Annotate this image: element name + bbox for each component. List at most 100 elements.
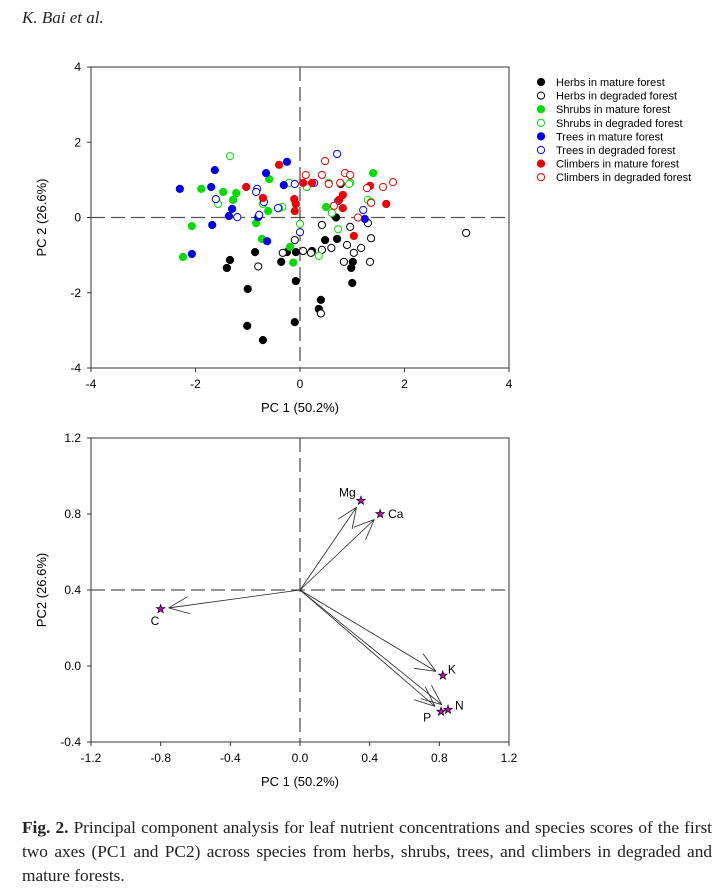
star-marker (155, 603, 166, 614)
legend-label: Trees in degraded forest (556, 145, 675, 157)
x-tick-label: -1.2 (81, 751, 102, 765)
y-tick-label: 4 (74, 60, 81, 74)
x-tick-label: 0.0 (292, 751, 309, 765)
data-point (317, 220, 327, 230)
x-tick-label: 1.2 (501, 751, 518, 765)
data-point (360, 214, 369, 224)
data-point (291, 248, 300, 257)
data-point (320, 235, 330, 245)
figure-caption: Fig. 2. Principal component analysis for… (22, 816, 712, 888)
loading-arrow (168, 589, 301, 609)
data-point (264, 207, 273, 216)
data-point (225, 255, 235, 265)
data-point (366, 234, 376, 243)
data-point (346, 170, 355, 180)
data-point (320, 156, 330, 166)
legend-marker (536, 118, 546, 127)
star-marker (442, 704, 454, 715)
vector-label: C (151, 614, 160, 628)
data-point (339, 257, 348, 266)
data-point (255, 210, 264, 219)
data-point (211, 194, 220, 204)
data-point (345, 179, 354, 189)
arrow-head (365, 519, 375, 540)
data-point (278, 248, 287, 257)
legend-marker (536, 159, 546, 168)
legend-label: Shrubs in degraded forest (556, 118, 683, 130)
data-point (290, 207, 299, 216)
data-point (232, 188, 241, 198)
data-point (291, 276, 300, 286)
arrow-head (414, 667, 437, 672)
arrow-head (420, 698, 442, 706)
data-point (277, 257, 286, 266)
data-point (242, 182, 251, 192)
vector-label: K (448, 663, 456, 677)
y-tick-label: 2 (74, 135, 81, 149)
data-point (295, 228, 305, 237)
data-point (359, 205, 368, 215)
data-point (336, 178, 345, 187)
data-point (316, 309, 325, 318)
arrow-head (353, 519, 375, 528)
data-point (301, 170, 310, 180)
data-point (243, 321, 252, 330)
legend-label: Shrubs in mature forest (556, 104, 670, 116)
x-tick-label: 2 (401, 377, 408, 391)
data-point (329, 201, 339, 210)
arrow-head (413, 699, 436, 707)
x-tick-label: 4 (506, 377, 513, 391)
x-tick-label: 0.4 (361, 751, 378, 765)
x-tick-label: -0.4 (220, 751, 241, 765)
caption-label: Fig. 2. (22, 818, 69, 837)
data-point (290, 179, 299, 189)
arrow-head (351, 507, 357, 529)
data-point (369, 169, 378, 178)
y-tick-label: -4 (70, 361, 81, 375)
data-point (224, 211, 234, 221)
data-point (261, 169, 271, 178)
legend-marker (536, 91, 546, 100)
y-tick-label: -2 (70, 286, 81, 300)
data-point (342, 240, 352, 250)
data-point (290, 317, 299, 327)
y-tick-label: 0.0 (64, 659, 81, 673)
data-point (295, 219, 305, 228)
data-point (254, 262, 263, 271)
data-point (279, 181, 288, 190)
arrow-head (422, 653, 437, 672)
data-point (327, 208, 336, 218)
star-marker (437, 669, 449, 680)
vector-label: Mg (339, 486, 356, 500)
data-point (357, 243, 366, 253)
data-point (187, 249, 196, 259)
legend-label: Climbers in mature forest (556, 159, 679, 171)
data-point (322, 202, 331, 212)
data-point (290, 235, 299, 245)
data-point (299, 246, 308, 256)
legend-marker (536, 173, 546, 182)
data-point (291, 199, 300, 209)
data-point (219, 187, 228, 197)
data-point (324, 179, 333, 189)
y-tick-label: 0.8 (64, 507, 81, 521)
data-point (258, 336, 268, 345)
legend-marker (536, 105, 546, 114)
caption-text: Principal component analysis for leaf nu… (22, 818, 712, 885)
data-point (210, 165, 219, 175)
data-point (175, 184, 184, 194)
x-tick-label: -4 (86, 377, 97, 391)
legend-label: Herbs in mature forest (556, 77, 665, 89)
data-point (382, 199, 391, 209)
data-point (208, 220, 217, 230)
data-point (285, 242, 295, 251)
data-point (362, 184, 371, 193)
star-marker (374, 508, 386, 519)
x-tick-label: -0.8 (150, 751, 171, 765)
data-point (282, 157, 292, 166)
running-head: K. Bai et al. (22, 8, 104, 27)
legend-label: Climbers in degraded forest (556, 172, 691, 184)
data-point (346, 222, 355, 232)
y-axis-label: PC2 (26.6%) (34, 553, 49, 627)
data-point (275, 160, 284, 169)
